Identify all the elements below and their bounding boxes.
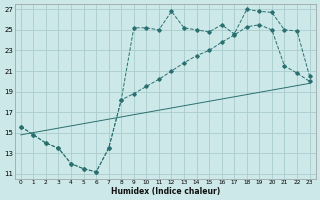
X-axis label: Humidex (Indice chaleur): Humidex (Indice chaleur): [111, 187, 220, 196]
